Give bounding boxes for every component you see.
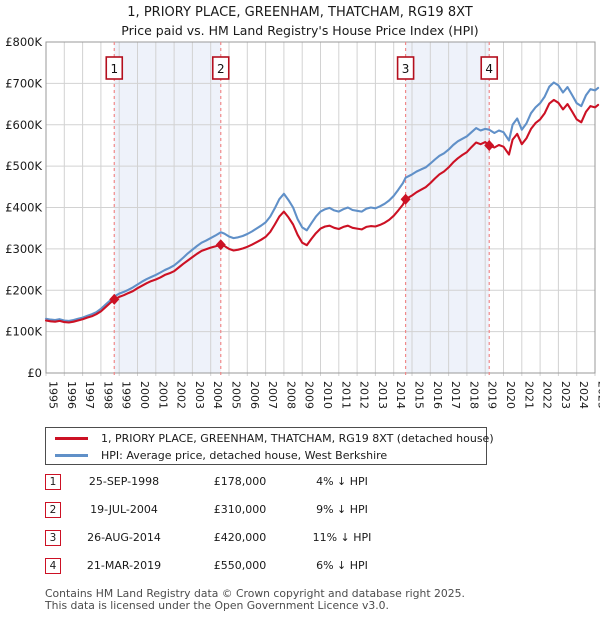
y-tick-label: £0: [27, 366, 42, 380]
sale-markers: [109, 139, 495, 305]
x-tick-label: 2019: [486, 381, 499, 409]
license-footer: Contains HM Land Registry data © Crown c…: [45, 588, 465, 611]
sale-flag-2: 2: [211, 56, 230, 80]
page-title: 1, PRIORY PLACE, GREENHAM, THATCHAM, RG1…: [127, 5, 473, 20]
transaction-vs-hpi: 11% ↓ HPI: [312, 531, 372, 544]
x-tick-label: 2012: [358, 381, 371, 409]
sale-flag-3: 3: [396, 56, 415, 80]
chart-legend: 1, PRIORY PLACE, GREENHAM, THATCHAM, RG1…: [45, 427, 494, 465]
transaction-price: £178,000: [213, 475, 267, 488]
sale-date-lines: [113, 42, 490, 377]
transaction-vs-hpi: 4% ↓ HPI: [316, 475, 368, 488]
legend-item-hpi: HPI: Average price, detached house, West…: [46, 447, 486, 464]
x-tick-label: 2005: [230, 381, 243, 409]
x-tick-label: 2023: [559, 381, 572, 409]
x-tick-label: 2001: [156, 381, 169, 409]
transaction-date: 25-SEP-1998: [88, 475, 160, 488]
x-tick-label: 2016: [431, 381, 444, 409]
x-tick-label: 2020: [504, 381, 517, 409]
x-tick-label: 2013: [376, 381, 389, 409]
x-tick-label: 2000: [138, 381, 151, 409]
transaction-vs-hpi: 9% ↓ HPI: [316, 503, 368, 516]
license-line-1: Contains HM Land Registry data © Crown c…: [45, 587, 465, 600]
sale-flag-number: 2: [217, 62, 225, 76]
transaction-price: £310,000: [213, 503, 267, 516]
sale-flag-number: 1: [110, 62, 118, 76]
transaction-number-badge: 4: [45, 558, 61, 574]
y-tick-label: £100K: [5, 325, 42, 339]
x-tick-label: 2017: [449, 381, 462, 409]
property-line-swatch: [55, 437, 88, 440]
x-tick-label: 2021: [522, 381, 535, 409]
x-tick-label: 2025: [596, 381, 600, 409]
transaction-number-badge: 1: [45, 474, 61, 490]
transaction-date: 21-MAR-2019: [86, 559, 162, 572]
x-tick-label: 2008: [284, 381, 297, 409]
y-tick-label: £300K: [5, 242, 42, 256]
sale-marker-4: [484, 139, 495, 151]
y-tick-label: £400K: [5, 201, 42, 215]
sale-flag-4: 4: [480, 56, 499, 80]
x-tick-label: 1998: [101, 381, 114, 409]
y-tick-label: £800K: [5, 35, 42, 49]
x-tick-label: 2018: [467, 381, 480, 409]
y-tick-label: £200K: [5, 283, 42, 297]
license-line-2: This data is licensed under the Open Gov…: [45, 598, 389, 612]
sale-flag-1: 1: [105, 56, 124, 80]
plot-border: [45, 41, 596, 374]
legend-item-property: 1, PRIORY PLACE, GREENHAM, THATCHAM, RG1…: [46, 430, 494, 447]
x-tick-label: 2006: [248, 381, 261, 409]
x-tick-label: 2009: [303, 381, 316, 409]
x-tick-label: 2002: [175, 381, 188, 409]
legend-label-property: 1, PRIORY PLACE, GREENHAM, THATCHAM, RG1…: [101, 432, 494, 445]
hpi-line: [44, 81, 600, 322]
x-tick-label: 2003: [193, 381, 206, 409]
transaction-vs-hpi: 6% ↓ HPI: [316, 559, 368, 572]
x-tick-label: 2007: [266, 381, 279, 409]
transaction-number-badge: 3: [45, 530, 61, 546]
transaction-number-badge: 2: [45, 502, 61, 518]
x-tick-label: 2022: [541, 381, 554, 409]
x-tick-label: 2010: [321, 381, 334, 409]
legend-label-hpi: HPI: Average price, detached house, West…: [101, 449, 388, 462]
x-tick-label: 1997: [83, 381, 96, 409]
transaction-row: 4 21-MAR-2019 £550,000 6% ↓ HPI: [45, 558, 465, 574]
x-tick-label: 1999: [120, 381, 133, 409]
y-axis-labels: £0 £100K £200K £300K £400K £500K £600K £700K £80…: [5, 35, 42, 380]
y-tick-label: £600K: [5, 118, 42, 132]
x-axis-labels: 1995 1996 1997 1998 1999 2000 2001 2002 2003 2004…: [47, 381, 600, 409]
hpi-line-swatch: [55, 454, 88, 457]
transaction-row: 3 26-AUG-2014 £420,000 11% ↓ HPI: [45, 530, 465, 546]
sale-flag-number: 3: [402, 62, 410, 76]
x-tick-label: 2024: [577, 381, 590, 409]
page-subtitle: Price paid vs. HM Land Registry's House …: [121, 23, 479, 38]
price-chart: 1 2 3 4 £0 £100K £200K £300K £400K £500K £600K £700…: [5, 35, 600, 409]
sale-marker-3: [400, 193, 411, 205]
sale-flag-number: 4: [485, 62, 493, 76]
transaction-price: £420,000: [213, 531, 267, 544]
x-tick-label: 2004: [211, 381, 224, 409]
x-tick-label: 2015: [413, 381, 426, 409]
property-price-line: [44, 98, 600, 324]
sale-marker-2: [215, 239, 226, 251]
x-tick-label: 2014: [394, 381, 407, 409]
x-tick-label: 2011: [339, 381, 352, 409]
x-tick-label: 1995: [47, 381, 60, 409]
x-tick-label: 1996: [65, 381, 78, 409]
y-tick-label: £500K: [5, 159, 42, 173]
transaction-date: 26-AUG-2014: [87, 531, 161, 544]
transaction-price: £550,000: [213, 559, 267, 572]
transaction-date: 19-JUL-2004: [90, 503, 158, 516]
transaction-row: 2 19-JUL-2004 £310,000 9% ↓ HPI: [45, 502, 465, 518]
y-tick-label: £700K: [5, 76, 42, 90]
transaction-row: 1 25-SEP-1998 £178,000 4% ↓ HPI: [45, 474, 465, 490]
sale-marker-1: [109, 293, 120, 305]
